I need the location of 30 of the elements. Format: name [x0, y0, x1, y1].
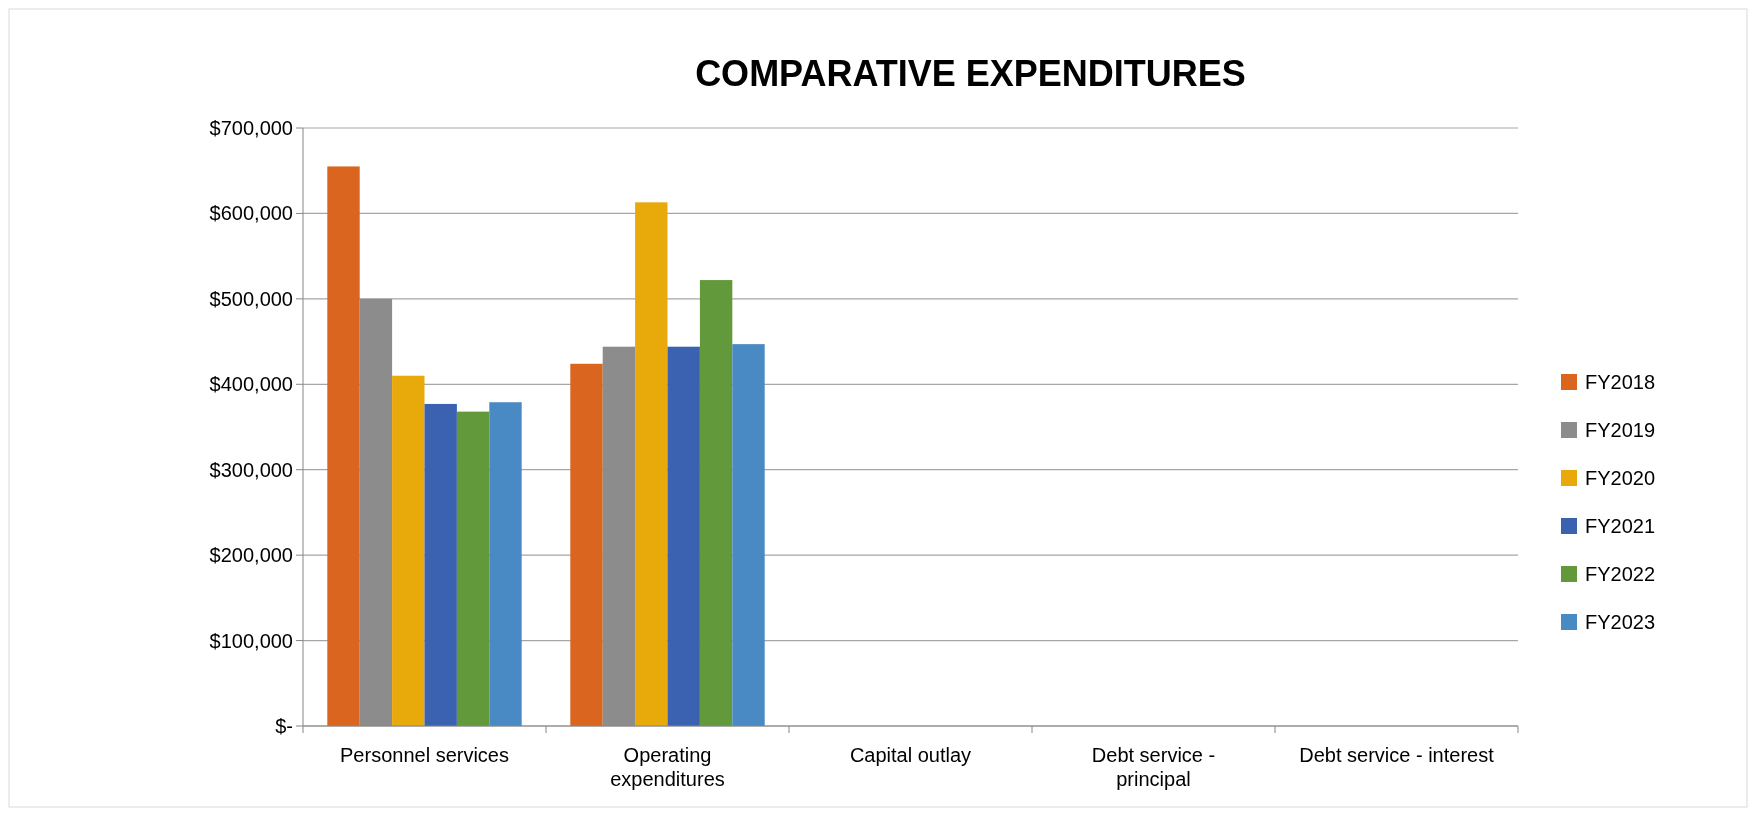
y-tick-label: $600,000: [209, 202, 293, 225]
x-tick-label: Operating expenditures: [610, 744, 725, 790]
chart-title: COMPARATIVE EXPENDITURES: [695, 53, 1246, 94]
x-tick-label: Debt service - interest: [1299, 744, 1495, 766]
y-tick-label: $100,000: [209, 629, 293, 652]
bar: [327, 166, 360, 726]
bar: [635, 202, 668, 726]
bar: [424, 403, 457, 726]
y-tick-label: $200,000: [209, 544, 293, 567]
bar: [456, 411, 490, 726]
bar: [570, 363, 603, 726]
y-tick-label: $-: [275, 715, 293, 737]
legend-label: FY2023: [1585, 611, 1656, 633]
x-tick-label: Debt service - principal: [1091, 744, 1216, 790]
legend-label: FY2022: [1585, 563, 1656, 585]
legend-label: FY2021: [1585, 515, 1656, 537]
y-tick-label: $500,000: [209, 287, 293, 310]
bar: [392, 375, 425, 726]
y-tick-label: $300,000: [209, 458, 293, 481]
legend-label: FY2020: [1585, 467, 1656, 489]
bar: [489, 402, 522, 726]
x-tick-label: Capital outlay: [849, 744, 972, 766]
y-tick-label: $400,000: [209, 373, 293, 396]
legend-label: FY2018: [1585, 371, 1656, 393]
y-tick-label: $700,000: [209, 117, 293, 139]
bar: [667, 346, 700, 726]
legend-label: FY2019: [1585, 419, 1656, 441]
bar: [699, 280, 733, 726]
bar: [732, 344, 765, 726]
x-tick-label: Personnel services: [340, 744, 509, 766]
